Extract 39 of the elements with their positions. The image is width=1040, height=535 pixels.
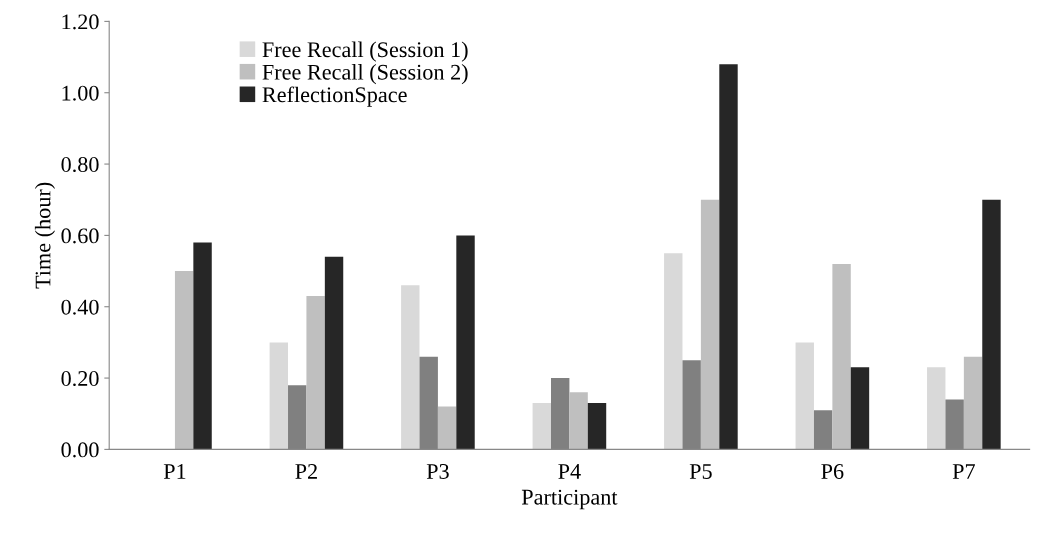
- bar: [456, 235, 475, 450]
- x-tick-label: P1: [163, 464, 186, 479]
- bar: [401, 285, 420, 450]
- bar: [850, 367, 870, 450]
- x-tick-label: P4: [558, 464, 581, 479]
- bar: [700, 199, 720, 450]
- x-tick-label: P7: [952, 464, 975, 479]
- bar: [306, 296, 325, 450]
- bar: [174, 271, 194, 450]
- y-tick-label: 0.60: [61, 228, 99, 244]
- y-tick-label: 1.20: [62, 14, 99, 30]
- x-tick-label: P3: [426, 463, 449, 479]
- y-tick-label: 0.80: [61, 157, 99, 173]
- legend-label: Free Recall (Session 1): [262, 41, 468, 62]
- y-tick-label: 1.00: [62, 85, 99, 101]
- y-tick-label: 0.40: [61, 299, 99, 315]
- y-axis-title: Time (hour): [34, 182, 56, 289]
- bar: [927, 367, 946, 450]
- bar: [269, 342, 289, 450]
- bar: [982, 199, 1001, 450]
- bar: [437, 406, 457, 450]
- y-tick-label: 0.00: [61, 442, 99, 458]
- bar: [532, 403, 551, 450]
- y-tick-label: 0.20: [61, 371, 99, 387]
- x-tick-label: P2: [295, 463, 317, 479]
- bar: [664, 253, 683, 450]
- bar: [719, 64, 738, 450]
- bar: [193, 242, 212, 450]
- legend-label: ReflectionSpace: [262, 86, 407, 107]
- bar: [324, 256, 344, 450]
- bar: [569, 392, 588, 450]
- x-axis-title: Participant: [521, 489, 618, 510]
- x-tick-label: P6: [821, 463, 844, 479]
- legend-label: Free Recall (Session 2): [262, 64, 468, 85]
- bar: [963, 356, 983, 450]
- bar: [795, 342, 814, 450]
- bar: [832, 263, 851, 450]
- x-tick-label: P5: [689, 464, 712, 479]
- bar: [587, 403, 607, 450]
